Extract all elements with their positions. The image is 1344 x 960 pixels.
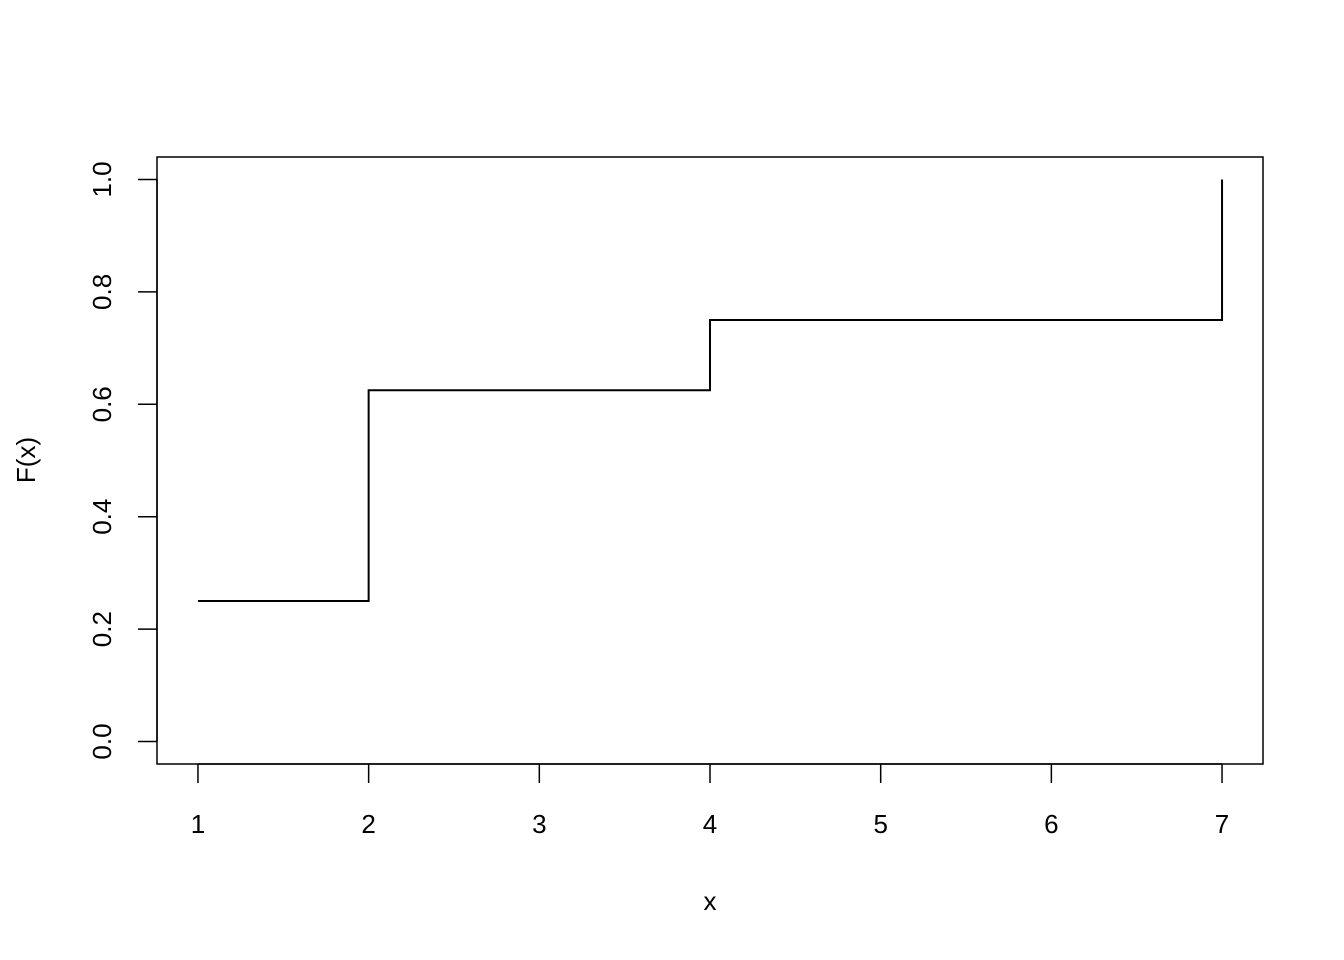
y-tick-label: 0.4 — [87, 499, 117, 535]
x-tick-label: 4 — [703, 809, 717, 839]
x-tick-label: 3 — [532, 809, 546, 839]
y-axis-label: F(x) — [11, 437, 41, 483]
y-tick-label: 1.0 — [87, 161, 117, 197]
x-tick-label: 5 — [873, 809, 887, 839]
x-tick-label: 1 — [191, 809, 205, 839]
plot-frame — [156, 156, 1264, 765]
x-tick-label: 6 — [1044, 809, 1058, 839]
x-axis-label: x — [704, 886, 717, 916]
y-tick-label: 0.0 — [87, 723, 117, 759]
y-tick-label: 0.6 — [87, 386, 117, 422]
x-axis: 1 2 3 4 5 6 7 — [191, 763, 1229, 839]
y-tick-label: 0.2 — [87, 611, 117, 647]
x-tick-label: 7 — [1215, 809, 1229, 839]
x-tick-label: 2 — [361, 809, 375, 839]
y-axis: 0.0 0.2 0.4 0.6 0.8 1.0 — [87, 161, 158, 760]
y-tick-label: 0.8 — [87, 274, 117, 310]
cdf-step-line — [197, 179, 1224, 603]
